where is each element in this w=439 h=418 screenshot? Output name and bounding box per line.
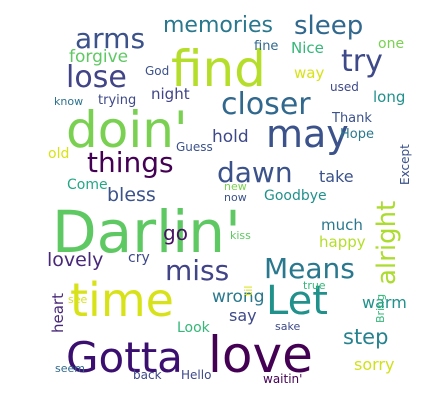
word-closer: closer [221, 87, 311, 122]
word-god: God [145, 64, 169, 78]
word-back: back [133, 368, 162, 382]
word-cry: cry [128, 250, 150, 266]
word-hello: Hello [181, 368, 211, 382]
word-darlin: Darlin' [52, 198, 241, 266]
word-sake: sake [275, 320, 300, 333]
word-means: Means [264, 252, 355, 285]
word-sorry: sorry [354, 355, 394, 374]
word-sleep: sleep [294, 11, 363, 41]
word-go: go [163, 221, 188, 245]
word-now: now [224, 191, 247, 204]
word-find: find [171, 40, 266, 98]
word-let: Let [266, 278, 328, 324]
word-much: much [321, 216, 363, 234]
word-old: old [48, 146, 69, 162]
word-time: time [70, 273, 174, 327]
word-arms: arms [75, 22, 145, 55]
word-happy: happy [319, 233, 366, 251]
word-guess: Guess [176, 140, 213, 154]
word-true: true [303, 279, 326, 292]
word-gotta: Gotta [66, 333, 183, 382]
word-step: step [343, 325, 388, 349]
word-one: one [378, 36, 404, 52]
word-know: know [54, 95, 83, 108]
word-warm: warm [362, 293, 407, 312]
word-see: see [68, 293, 87, 306]
word-miss: miss [165, 254, 229, 287]
word-seem: seem [55, 362, 85, 375]
word-waitin: waitin' [263, 372, 302, 386]
word-til: til [242, 286, 255, 296]
word-take: take [319, 167, 354, 186]
word-nice: Nice [291, 39, 324, 57]
word-lose: lose [66, 60, 127, 95]
word-hope: Hope [340, 127, 374, 142]
word-memories: memories [163, 13, 273, 38]
word-bless: bless [107, 184, 156, 206]
word-dawn: dawn [217, 156, 293, 189]
word-bring: Bring [374, 294, 387, 323]
word-things: things [87, 146, 174, 179]
word-may: may [266, 112, 349, 156]
word-heart: heart [49, 293, 67, 333]
word-night: night [151, 85, 190, 103]
word-come: Come [67, 177, 108, 193]
word-alright: alright [372, 201, 402, 285]
word-long: long [373, 88, 405, 106]
word-fine: fine [254, 39, 278, 54]
word-used: used [330, 80, 359, 94]
word-look: Look [177, 320, 211, 336]
word-doin: doin' [66, 101, 188, 159]
word-forgive: forgive [69, 47, 128, 67]
word-wrong: wrong [212, 287, 265, 307]
word-way: way [294, 64, 324, 82]
word-thank: Thank [331, 111, 372, 126]
word-except: Except [398, 144, 412, 185]
word-lovely: lovely [47, 249, 103, 271]
word-love: love [208, 326, 313, 384]
word-trying: trying [98, 93, 136, 108]
word-kiss: kiss [230, 229, 251, 242]
word-hold: hold [212, 127, 249, 147]
word-goodbye: Goodbye [264, 188, 327, 204]
word-new: new [224, 180, 247, 193]
word-say: say [229, 306, 257, 325]
word-try: try [341, 44, 383, 79]
